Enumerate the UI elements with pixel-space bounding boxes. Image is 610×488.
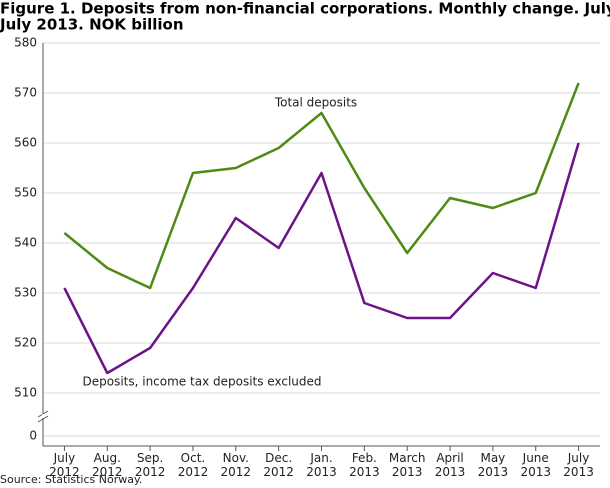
axis-break-gap: [42, 414, 44, 418]
x-tick-label: Feb. 2013: [349, 451, 380, 479]
x-tick-label: Jan. 2013: [306, 451, 337, 479]
x-tick-label: Aug. 2012: [92, 451, 123, 479]
chart-title-line: July 2013. NOK billion: [0, 16, 184, 34]
chart-title-line: Figure 1. Deposits from non-financial co…: [0, 0, 610, 18]
x-tick-label: March 2013: [389, 451, 426, 479]
x-tick-label: July 2012: [49, 451, 80, 479]
x-tick-label: June 2013: [520, 451, 551, 479]
y-tick-label: 580: [14, 36, 37, 50]
y-tick-label: 570: [14, 86, 37, 100]
y-tick-label: 560: [14, 136, 37, 150]
source-note: Source: Statistics Norway.: [0, 473, 142, 486]
y-tick-label: 530: [14, 286, 37, 300]
x-tick-label: July 2013: [563, 451, 594, 479]
series-label: Total deposits: [274, 96, 357, 110]
y-tick-label: 540: [14, 236, 37, 250]
y-tick-label: 0: [29, 429, 37, 443]
y-tick-label: 550: [14, 186, 37, 200]
x-tick-label: April 2013: [435, 451, 466, 479]
series-label: Deposits, income tax deposits excluded: [82, 375, 321, 389]
x-tick-label: Dec. 2012: [263, 451, 294, 479]
x-tick-label: Oct. 2012: [178, 451, 209, 479]
series-line: [63, 142, 580, 375]
x-tick-label: Nov. 2012: [221, 451, 252, 479]
series-line: [63, 82, 580, 290]
x-tick-label: Sep. 2012: [135, 451, 166, 479]
y-tick-label: 510: [14, 386, 37, 400]
x-tick-label: May 2013: [478, 451, 509, 479]
y-tick-label: 520: [14, 336, 37, 350]
